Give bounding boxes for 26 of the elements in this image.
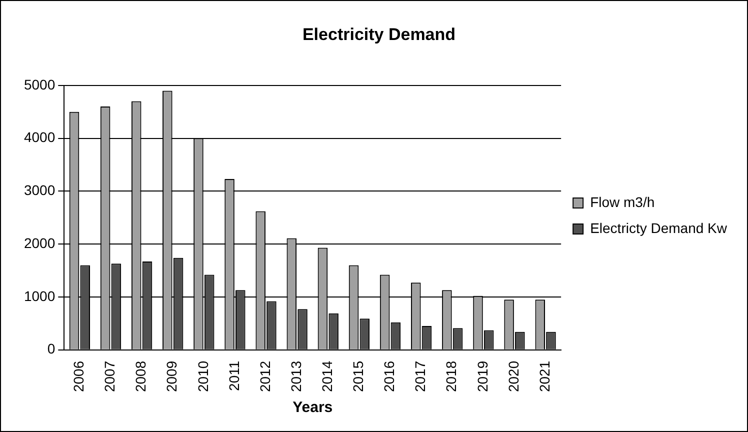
y-tick-label: 0 [47, 340, 56, 357]
x-tick-label: 2019 [474, 360, 490, 392]
x-tick-label: 2018 [443, 360, 460, 392]
x-tick-label: 2017 [412, 360, 428, 392]
x-axis-title: Years [292, 399, 333, 416]
x-tick-label: 2010 [194, 360, 211, 392]
x-tick-label: 2007 [102, 360, 118, 392]
y-tick-label: 1000 [24, 288, 56, 304]
chart-title: Electricity Demand [302, 24, 456, 44]
y-tick-label: 3000 [24, 182, 56, 198]
x-tick-label: 2014 [318, 360, 335, 392]
y-tick-label: 4000 [24, 129, 56, 146]
x-tick-label: 2011 [226, 360, 242, 391]
x-tick-label: 2020 [505, 360, 522, 392]
legend-label: Flow m3/h [590, 194, 655, 210]
legend-label: Electricty Demand Kw [590, 220, 728, 236]
x-tick-label: 2021 [536, 360, 552, 392]
y-tick-label: 5000 [24, 76, 56, 92]
x-tick-label: 2016 [381, 360, 398, 392]
x-tick-label: 2008 [132, 360, 149, 392]
x-tick-label: 2009 [164, 360, 180, 392]
x-tick-label: 2012 [256, 360, 273, 392]
x-tick-label: 2013 [288, 360, 304, 392]
x-tick-label: 2006 [70, 360, 87, 392]
y-tick-label: 2000 [24, 234, 56, 251]
x-tick-label: 2015 [350, 360, 366, 392]
